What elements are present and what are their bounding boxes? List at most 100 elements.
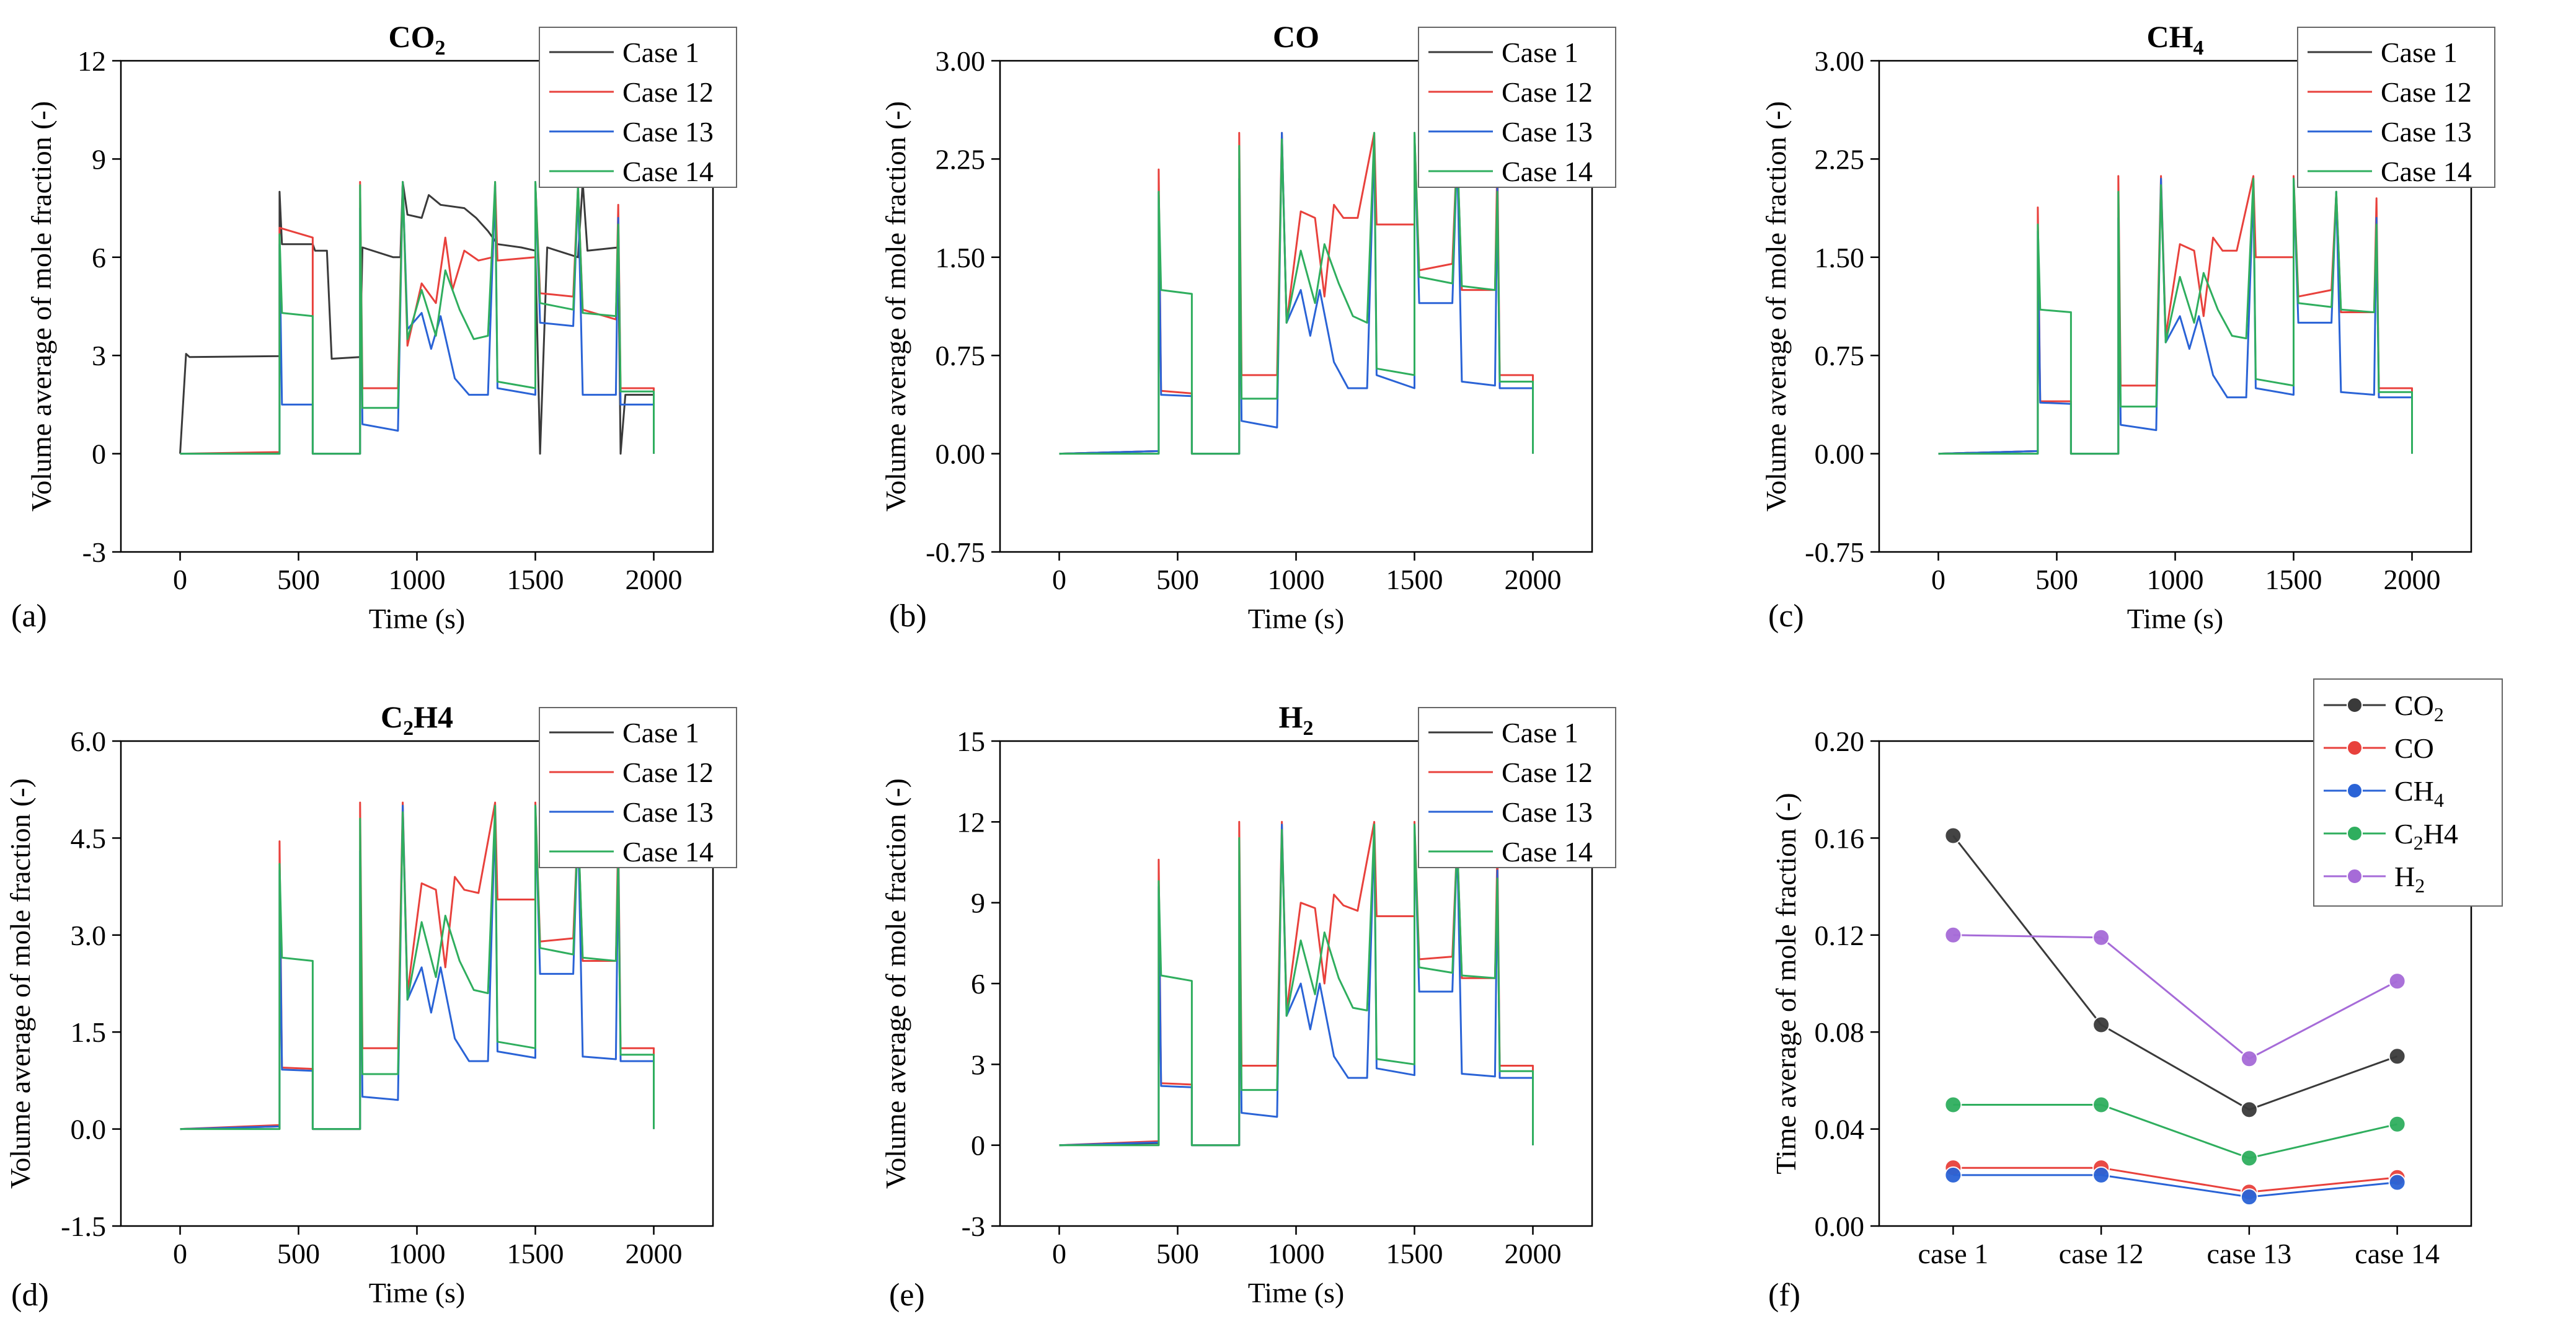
series-line-case-14: [1938, 177, 2413, 455]
legend-entry: Case 14: [1502, 836, 1593, 868]
panel-b: CO 0 500 1000 1500 2000 Time (s) -0.75 0.00 0.75 1…: [880, 19, 1616, 634]
x-tick-label: 1500: [1386, 1238, 1443, 1269]
x-tick-label: 500: [2035, 564, 2078, 595]
legend-entry: Case 14: [1502, 156, 1593, 187]
title-main: H: [1279, 700, 1303, 734]
x-axis-label: Time (s): [2127, 603, 2224, 634]
y-axis-label: Volume average of mole fraction (-): [880, 101, 911, 512]
legend-entry: Case 13: [1502, 796, 1593, 828]
x-tick-label: 1500: [1386, 564, 1443, 595]
x-tick-label: 1500: [507, 1238, 564, 1269]
legend-entry: Case 12: [2381, 76, 2472, 108]
y-tick-label: 0.20: [1815, 726, 1865, 757]
y-tick-label: 3.00: [936, 45, 986, 77]
y-tick-label: 9: [971, 887, 985, 919]
y-tick-label: -3: [82, 536, 106, 568]
y-tick-label: 0: [92, 438, 106, 470]
legend-entry: Case 1: [1502, 717, 1578, 749]
data-point-ch4: [2388, 1173, 2406, 1191]
y-tick-label: -1.5: [61, 1211, 106, 1242]
legend-entry: Case 1: [622, 717, 699, 749]
y-tick-label: 0.12: [1815, 920, 1865, 951]
legend: Case 1 Case 12 Case 13 Case 14: [539, 27, 737, 188]
legend: Case 1 Case 12 Case 13 Case 14: [1418, 707, 1616, 868]
legend-marker: [2347, 868, 2363, 884]
series-line-case-14: [180, 180, 655, 455]
title-tail: H4: [414, 700, 453, 734]
series-line-c2h4: [1953, 1104, 2397, 1160]
legend-entry: CO2: [2394, 690, 2444, 726]
data-point-co2: [2388, 1047, 2406, 1065]
data-point-h2: [1944, 926, 1962, 944]
y-tick-label: 0.04: [1815, 1114, 1865, 1145]
x-tick-label: 1000: [389, 1238, 446, 1269]
legend-entry-main: C: [2394, 818, 2414, 850]
title-main: CO: [1273, 19, 1319, 54]
series-line-case-12: [1059, 820, 1534, 1147]
plot-frame: [1878, 740, 2472, 1227]
y-tick-label: 1.50: [936, 242, 986, 273]
x-tick-label: 1000: [1268, 1238, 1325, 1269]
y-tick-label: 3.00: [1815, 45, 1865, 77]
series-line-co2: [1952, 835, 2398, 1111]
legend-entry: Case 13: [622, 116, 714, 148]
legend-entry: Case 13: [1502, 116, 1593, 148]
title-subscript: 2: [1303, 717, 1313, 740]
y-tick-label: 15: [957, 726, 985, 757]
legend-box: [2297, 27, 2495, 188]
series-line-case-14: [180, 804, 655, 1131]
data-point-co2: [2240, 1101, 2258, 1119]
title-subscript: 2: [435, 37, 446, 60]
panel-f: case 1 case 12 case 13 case 14 0.00 0.04 0.08 0…: [1768, 678, 2503, 1313]
y-axis-label: Time average of mole fraction (-): [1770, 793, 1802, 1174]
y-tick-label: 4.5: [71, 822, 107, 854]
y-tick-label: 6: [92, 242, 106, 273]
panel-c: CH4 0 500 1000 1500 2000 Time (s) -0.75 0.00 0.75…: [1760, 19, 2495, 634]
y-tick-label: 0.08: [1815, 1016, 1865, 1048]
y-tick-label: -0.75: [1805, 536, 1864, 568]
legend-entry: Case 13: [622, 796, 714, 828]
legend-entry-main: CO: [2394, 732, 2434, 764]
y-tick-label: 0.00: [936, 438, 986, 470]
legend-entry: C2H4: [2394, 818, 2458, 854]
legend-marker: [2347, 697, 2363, 713]
legend: Case 1 Case 12 Case 13 Case 14: [2297, 27, 2495, 188]
legend-box: [539, 27, 737, 188]
legend-entry: Case 12: [1502, 76, 1593, 108]
title-main: C: [381, 700, 403, 734]
x-axis-label: Time (s): [369, 603, 466, 634]
series-line-case-1: [179, 180, 655, 455]
x-axis-label: Time (s): [1248, 1277, 1345, 1308]
legend-entry-subscript: 2: [2415, 874, 2425, 897]
y-tick-label: 0: [971, 1130, 985, 1162]
x-axis-label: Time (s): [369, 1277, 466, 1308]
y-tick-label: 3: [92, 340, 106, 371]
y-tick-label: 6.0: [71, 726, 107, 757]
legend-entry: CH4: [2394, 775, 2444, 811]
y-tick-label: 1.5: [71, 1016, 107, 1048]
legend-entry: Case 1: [622, 37, 699, 68]
y-axis-label: Volume average of mole fraction (-): [1760, 101, 1792, 512]
x-tick-label: 500: [277, 1238, 320, 1269]
legend-entry: Case 1: [2381, 37, 2458, 68]
legend-entry: Case 12: [622, 757, 714, 788]
title-main: CO: [389, 19, 435, 54]
legend-entry: Case 14: [2381, 156, 2472, 187]
series-line-case-12: [1938, 175, 2413, 455]
series-line-ch4: [1953, 1174, 2397, 1198]
x-tick-label: case 14: [2355, 1238, 2440, 1269]
legend-entry: Case 1: [1502, 37, 1578, 68]
y-tick-label: 2.25: [1815, 143, 1865, 175]
title-main: CH: [2147, 19, 2193, 54]
y-tick-label: 0.00: [1815, 1211, 1865, 1242]
y-tick-label: -0.75: [926, 536, 985, 568]
series-line-case-13: [1938, 177, 2413, 455]
data-point-h2: [2388, 972, 2406, 990]
panel-a: CO2 0 500 1000 1500 2000 Time (s) -3 0 3 6 9 12 Volum…: [11, 19, 737, 634]
legend-box: [1418, 707, 1616, 868]
x-tick-label: case 12: [2059, 1238, 2144, 1269]
legend: Case 1 Case 12 Case 13 Case 14: [539, 707, 737, 868]
legend-entry-main: CH: [2394, 775, 2434, 807]
x-tick-label: 500: [277, 564, 320, 595]
legend-entry: Case 12: [1502, 757, 1593, 788]
